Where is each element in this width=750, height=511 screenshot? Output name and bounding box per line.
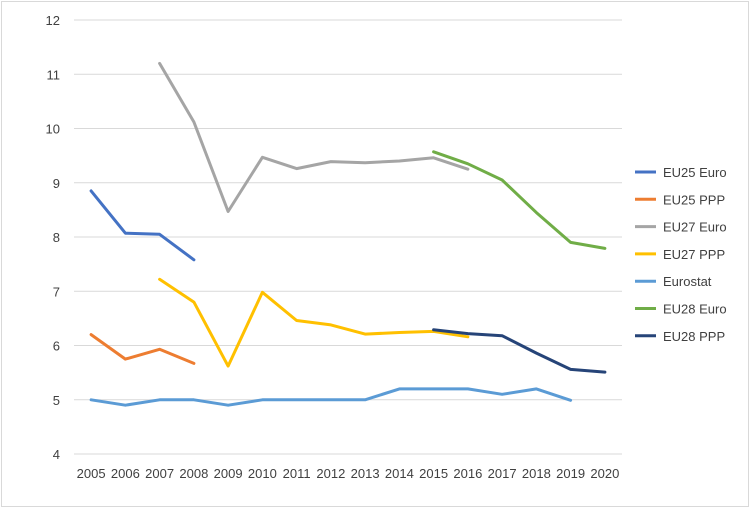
legend: EU25 Euro EU25 PPP EU27 Euro EU27 PPP Eurost… — [635, 165, 727, 344]
y-tick-label: 4 — [53, 447, 60, 462]
legend-item: EU28 PPP — [635, 329, 725, 344]
y-tick-label: 11 — [47, 67, 61, 82]
series-line-eu27-euro — [158, 61, 470, 213]
y-tick-label: 6 — [53, 339, 60, 354]
y-tick-label: 5 — [53, 393, 60, 408]
series-line-eu28-ppp — [432, 328, 607, 374]
series-line-eu25-ppp — [89, 333, 196, 365]
x-tick-label: 2017 — [488, 466, 517, 481]
y-tick-label: 10 — [46, 122, 60, 137]
x-tick-label: 2010 — [248, 466, 277, 481]
y-tick-label: 9 — [53, 176, 60, 191]
legend-label: Eurostat — [663, 274, 712, 289]
legend-item: EU25 Euro — [635, 165, 727, 180]
x-tick-label: 2015 — [419, 466, 448, 481]
series-line-eu27-ppp — [158, 277, 470, 368]
x-tick-label: 2006 — [111, 466, 140, 481]
legend-label: EU28 Euro — [663, 302, 727, 317]
legend-item: Eurostat — [635, 274, 712, 289]
x-tick-label: 2012 — [316, 466, 345, 481]
legend-item: EU28 Euro — [635, 302, 727, 317]
x-tick-label: 2014 — [385, 466, 414, 481]
y-tick-label: 7 — [53, 284, 60, 299]
x-tick-label: 2019 — [556, 466, 585, 481]
legend-item: EU27 PPP — [635, 247, 725, 262]
x-tick-label: 2005 — [77, 466, 106, 481]
series-line-eu25-euro — [89, 189, 196, 262]
series-line-eu28-euro — [432, 150, 607, 250]
legend-label: EU27 Euro — [663, 220, 727, 235]
x-tick-label: 2007 — [145, 466, 174, 481]
x-tick-label: 2016 — [453, 466, 482, 481]
legend-item: EU25 PPP — [635, 192, 725, 207]
y-tick-label: 8 — [53, 230, 60, 245]
y-tick-label: 12 — [46, 13, 60, 28]
x-axis: 2005 2006 2007 2008 2009 2010 2011 2012 2013 2014… — [77, 466, 620, 481]
y-axis: 4 5 6 7 8 9 10 11 12 — [46, 13, 60, 462]
x-tick-label: 2020 — [590, 466, 619, 481]
series-line-eurostat — [89, 387, 573, 407]
legend-label: EU25 PPP — [663, 192, 725, 207]
legend-label: EU28 PPP — [663, 329, 725, 344]
legend-item: EU27 Euro — [635, 220, 727, 235]
x-tick-label: 2009 — [214, 466, 243, 481]
series-lines — [89, 61, 607, 407]
legend-label: EU27 PPP — [663, 247, 725, 262]
x-tick-label: 2018 — [522, 466, 551, 481]
x-tick-label: 2008 — [179, 466, 208, 481]
legend-label: EU25 Euro — [663, 165, 727, 180]
x-tick-label: 2011 — [283, 466, 311, 481]
x-tick-label: 2013 — [351, 466, 380, 481]
